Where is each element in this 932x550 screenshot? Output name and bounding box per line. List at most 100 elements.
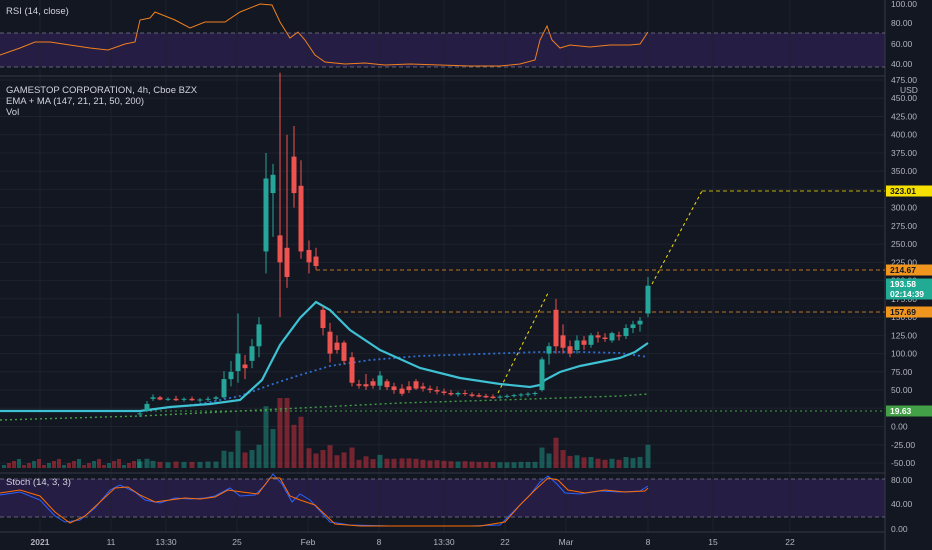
candle-61 xyxy=(574,335,580,354)
volume-bar-early-20 xyxy=(102,465,106,468)
volume-bar-45 xyxy=(462,461,468,468)
candle-body-51 xyxy=(504,395,510,397)
candle-body-39 xyxy=(420,386,426,389)
candle-body-71 xyxy=(645,285,651,314)
candle-69 xyxy=(630,320,636,334)
rsi-pane[interactable] xyxy=(0,3,885,68)
candle-body-48 xyxy=(483,395,489,398)
candle-body-35 xyxy=(391,386,397,391)
volume-bar-30 xyxy=(356,459,362,468)
volume-bar-68 xyxy=(623,457,629,468)
candle-body-18 xyxy=(270,174,276,194)
volume-bar-54 xyxy=(525,461,531,468)
candle-body-43 xyxy=(448,392,454,395)
candle-66 xyxy=(609,331,615,343)
volume-bar-57 xyxy=(546,453,552,468)
candle-22 xyxy=(298,160,304,259)
volume-bar-29 xyxy=(349,447,355,468)
volume-bar-65 xyxy=(602,459,608,468)
candle-7 xyxy=(189,396,195,401)
candle-body-67 xyxy=(616,335,622,337)
candle-body-30 xyxy=(356,384,362,386)
candle-29 xyxy=(349,352,355,387)
candle-36 xyxy=(399,384,405,396)
volume-bar-23 xyxy=(306,448,312,468)
time-tick-1: 11 xyxy=(107,537,116,547)
candle-2 xyxy=(150,394,156,401)
candle-31 xyxy=(363,373,369,391)
candle-68 xyxy=(623,324,629,339)
volume-bar-early-7 xyxy=(37,459,41,468)
volume-bar-36 xyxy=(399,458,405,468)
stoch-axis[interactable]: 80.00 40.00 0.00 xyxy=(891,475,913,534)
volume-bar-early-19 xyxy=(97,459,101,468)
volume-bar-9 xyxy=(205,461,211,468)
candle-25 xyxy=(320,306,326,336)
candle-body-69 xyxy=(630,324,636,329)
candle-body-24 xyxy=(313,256,319,267)
candle-body-70 xyxy=(637,320,643,325)
rsi-line xyxy=(0,3,649,67)
rsi-tick-1: 80.00 xyxy=(891,18,913,28)
candle-body-6 xyxy=(181,398,187,400)
candle-58 xyxy=(553,298,559,354)
candle-body-53 xyxy=(518,394,524,396)
volume-bar-31 xyxy=(363,456,369,468)
time-axis[interactable]: 2021 11 13:30 25 Feb 8 13:30 22 Mar 8 15 22 xyxy=(31,537,795,547)
currency-label: USD xyxy=(900,85,918,95)
volume-bar-55 xyxy=(532,461,538,468)
candle-body-64 xyxy=(595,335,601,338)
volume-bar-64 xyxy=(595,458,601,468)
volume-bar-early-8 xyxy=(42,465,46,468)
ma-dotted-green xyxy=(0,393,649,421)
volume-bar-35 xyxy=(391,458,397,468)
volume-bar-early-10 xyxy=(52,461,56,468)
candle-body-17 xyxy=(263,178,269,252)
time-tick-6: 13:30 xyxy=(433,537,455,547)
candle-27 xyxy=(334,335,340,354)
candle-56 xyxy=(539,357,545,392)
candle-52 xyxy=(511,393,517,398)
volume-bar-early-2 xyxy=(12,461,16,468)
candle-53 xyxy=(518,392,524,398)
volume-bar-2 xyxy=(150,460,156,468)
price-badge-bg-2 xyxy=(886,278,932,290)
volume-bar-51 xyxy=(504,462,510,468)
main-pane[interactable] xyxy=(0,72,885,468)
candle-body-26 xyxy=(327,331,333,354)
volume-bar-10 xyxy=(213,461,219,468)
candle-46 xyxy=(469,392,475,398)
candle-11 xyxy=(221,371,227,399)
rsi-axis[interactable]: 100.00 80.00 60.00 40.00 xyxy=(891,0,917,69)
volume-bar-60 xyxy=(567,455,573,468)
candle-body-42 xyxy=(441,391,447,393)
candle-body-36 xyxy=(399,388,405,394)
stoch-pane[interactable] xyxy=(0,473,885,527)
candle-body-61 xyxy=(574,340,580,350)
volume-bar-early-3 xyxy=(17,459,21,468)
volume-bar-42 xyxy=(441,460,447,468)
candle-body-16 xyxy=(256,324,262,347)
stoch-k-line xyxy=(0,473,649,527)
candle-body-50 xyxy=(497,396,503,398)
candle-body-47 xyxy=(476,395,482,397)
volume-bar-early-0 xyxy=(2,465,6,468)
volume-bar-6 xyxy=(181,461,187,468)
candle-body-60 xyxy=(567,346,573,354)
volume-bar-early-6 xyxy=(32,461,36,468)
volume-bar-16 xyxy=(256,444,262,468)
volume-bar-44 xyxy=(455,461,461,468)
volume-bar-19 xyxy=(277,398,283,468)
candle-39 xyxy=(420,382,426,392)
candle-55 xyxy=(532,391,538,396)
volume-bar-5 xyxy=(173,461,179,468)
candle-49 xyxy=(490,394,496,399)
volume-bar-3 xyxy=(157,461,163,468)
price-badge-bg-0 xyxy=(886,185,932,197)
candle-3 xyxy=(157,395,163,401)
candle-62 xyxy=(581,336,587,350)
price-badge-bg-4 xyxy=(886,306,932,318)
candle-15 xyxy=(249,338,255,369)
volume-bar-18 xyxy=(270,429,276,468)
